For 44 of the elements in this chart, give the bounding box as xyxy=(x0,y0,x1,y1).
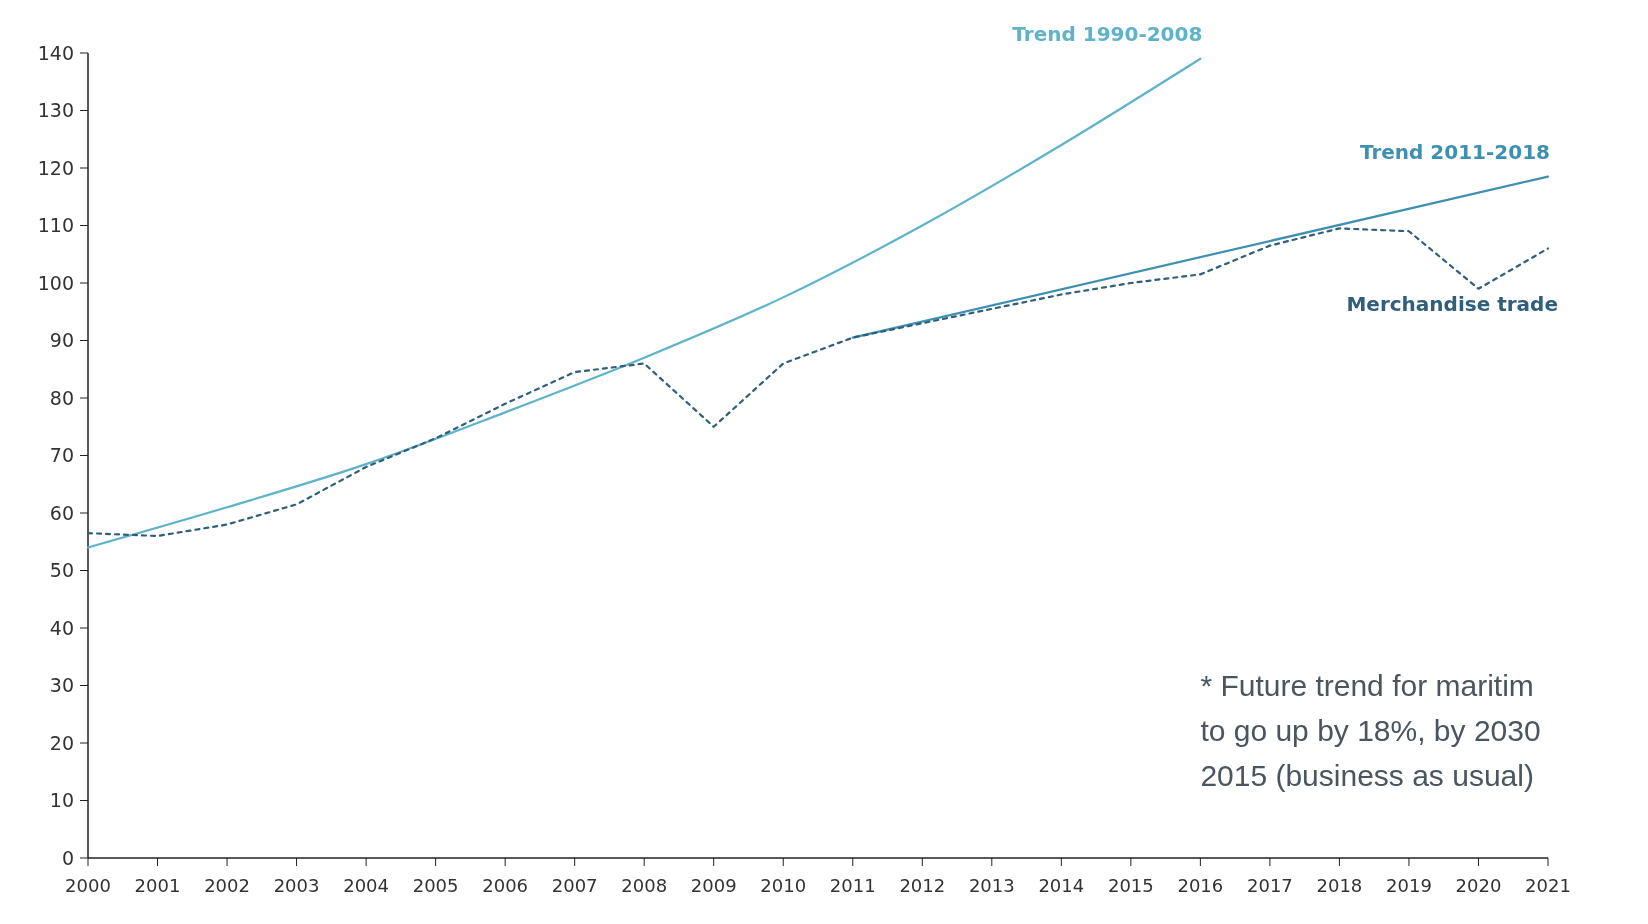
x-tick-label: 2002 xyxy=(204,875,250,896)
x-tick-label: 2010 xyxy=(760,875,807,896)
y-tick-label: 30 xyxy=(49,674,74,697)
y-tick-label: 130 xyxy=(37,99,74,122)
annotation: * Future trend for maritim xyxy=(1200,669,1534,702)
y-tick-label: 90 xyxy=(49,329,74,352)
x-tick-label: 2007 xyxy=(551,875,598,896)
x-tick-label: 2020 xyxy=(1455,875,1502,896)
y-tick-label: 80 xyxy=(49,386,74,409)
series-label: Trend 1990-2008 xyxy=(1012,21,1203,46)
x-tick-label: 2011 xyxy=(829,875,876,896)
y-tick-label: 110 xyxy=(37,214,74,237)
line-series xyxy=(86,57,1202,549)
x-tick-label: 2005 xyxy=(412,875,459,896)
x-tick-label: 2000 xyxy=(65,875,111,896)
x-tick-label: 2018 xyxy=(1316,875,1363,896)
x-tick-label: 2021 xyxy=(1525,875,1571,896)
y-tick-label: 20 xyxy=(49,731,74,754)
x-tick-label: 2013 xyxy=(968,875,1015,896)
x-tick-label: 2012 xyxy=(899,875,946,896)
x-tick-label: 2001 xyxy=(134,875,181,896)
y-tick-label: 10 xyxy=(49,789,74,812)
series-label: Trend 2011-2018 xyxy=(1359,139,1550,164)
x-tick-label: 2006 xyxy=(482,875,529,896)
y-tick-label: 0 xyxy=(61,846,74,869)
x-tick-label: 2009 xyxy=(690,875,737,896)
x-tick-label: 2017 xyxy=(1247,875,1293,896)
y-tick-label: 70 xyxy=(49,444,74,467)
y-tick-label: 100 xyxy=(37,271,74,294)
x-tick-label: 2004 xyxy=(343,875,389,896)
x-tick-label: 2015 xyxy=(1107,875,1154,896)
x-tick-label: 2008 xyxy=(621,875,668,896)
x-tick-label: 2003 xyxy=(273,875,320,896)
series-label: Merchandise trade xyxy=(1346,291,1558,316)
x-tick-label: 2014 xyxy=(1038,875,1085,896)
annotation: to go up by 18%, by 2030 xyxy=(1200,714,1541,747)
y-tick-label: 40 xyxy=(49,616,74,639)
x-tick-label: 2016 xyxy=(1177,875,1224,896)
y-tick-label: 60 xyxy=(49,501,74,524)
y-tick-label: 140 xyxy=(37,41,74,64)
y-tick-label: 120 xyxy=(37,156,74,179)
annotation: 2015 (business as usual) xyxy=(1200,759,1534,792)
x-tick-label: 2019 xyxy=(1386,875,1432,896)
y-tick-label: 50 xyxy=(49,559,74,582)
